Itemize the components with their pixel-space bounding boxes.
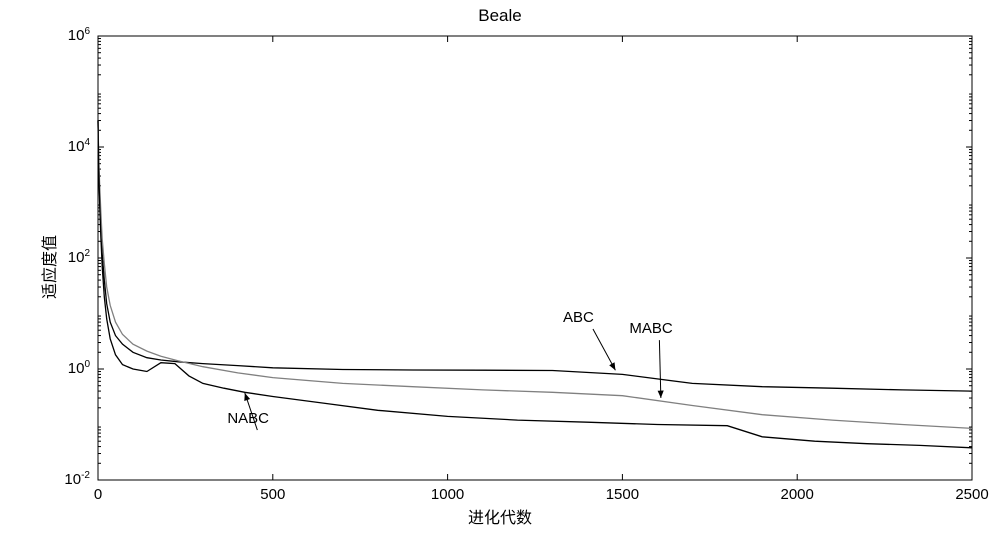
series-annotation-nabc: NABC [227, 410, 269, 427]
x-tick-label: 0 [78, 486, 118, 503]
y-tick-label: 104 [68, 137, 90, 155]
x-tick-label: 1500 [602, 486, 642, 503]
x-tick-label: 500 [253, 486, 293, 503]
y-tick-label: 102 [68, 248, 90, 266]
series-annotation-abc: ABC [563, 309, 594, 326]
series-annotation-mabc: MABC [629, 320, 672, 337]
y-tick-label: 100 [68, 359, 90, 377]
x-tick-label: 1000 [428, 486, 468, 503]
plot-svg [0, 0, 1000, 534]
x-tick-label: 2000 [777, 486, 817, 503]
y-tick-label: 106 [68, 26, 90, 44]
figure-container: Beale 适应度值 进化代数 0500100015002000250010-2… [0, 0, 1000, 534]
x-tick-label: 2500 [952, 486, 992, 503]
y-tick-label: 10-2 [64, 470, 90, 488]
